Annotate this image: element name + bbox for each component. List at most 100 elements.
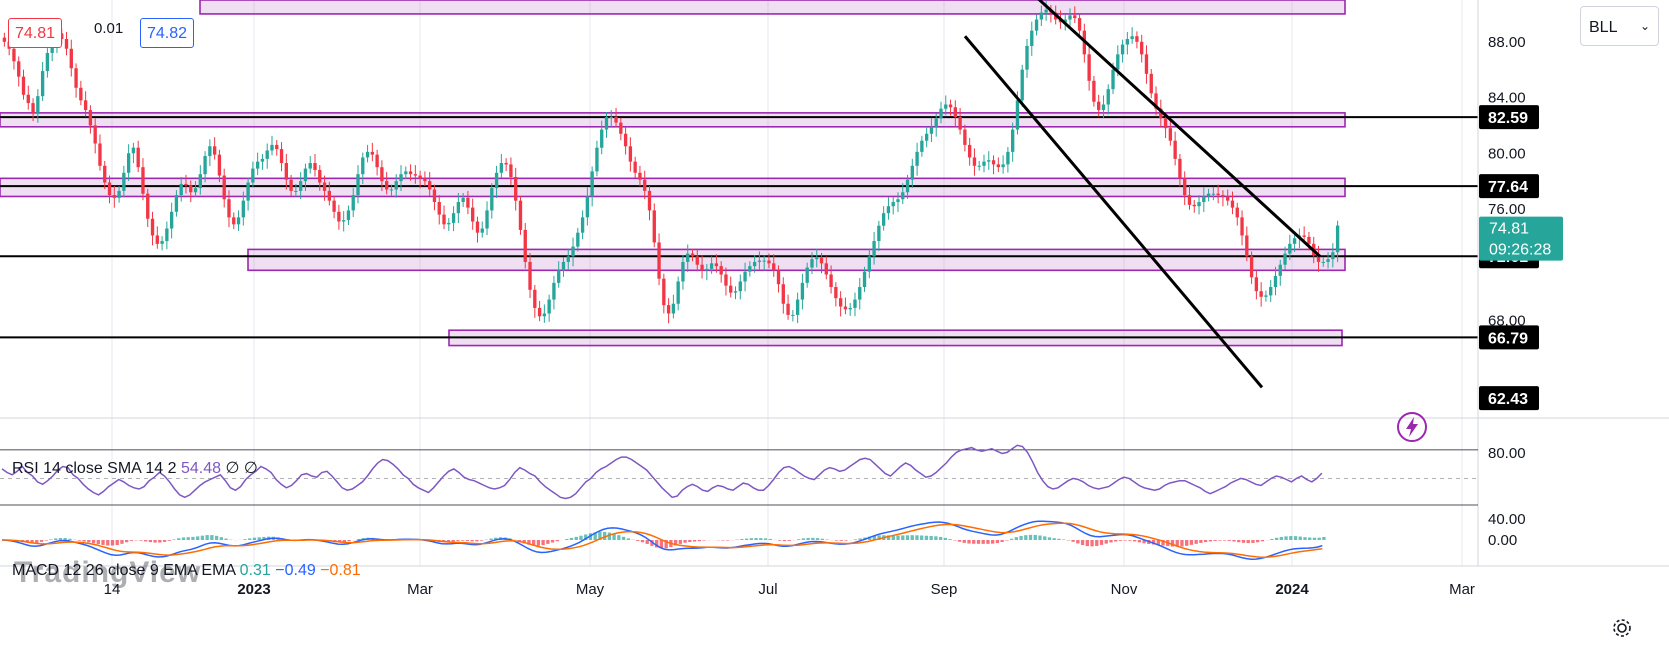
candle-body <box>394 181 398 190</box>
symbol-selector[interactable]: BLL ⌄ <box>1580 6 1659 46</box>
candle-body <box>1321 261 1325 263</box>
candle-body <box>451 213 456 223</box>
macd-histogram-bar <box>569 537 574 540</box>
candle-body <box>619 122 623 134</box>
macd-histogram-bar <box>1303 537 1307 540</box>
candle-body <box>623 133 628 147</box>
candle-body <box>222 175 226 200</box>
macd-histogram-bar <box>768 538 772 540</box>
candle-body <box>1087 54 1091 81</box>
candle-body <box>757 260 762 262</box>
candle-body <box>1106 89 1110 105</box>
macd-histogram-bar <box>1293 536 1298 540</box>
candle-body <box>88 110 93 126</box>
macd-histogram-bar <box>1076 540 1080 544</box>
macd-histogram-bar <box>1000 540 1004 543</box>
macd-histogram-bar <box>489 538 493 540</box>
support-resistance-zone <box>247 248 1346 272</box>
candle-body <box>614 117 618 123</box>
lightning-icon[interactable] <box>1395 410 1429 444</box>
macd-legend-hist: 0.31 <box>239 562 271 579</box>
price-level-label: 77.64 <box>1488 179 1528 196</box>
macd-histogram-bar <box>248 538 252 540</box>
candle-body <box>953 107 957 118</box>
candle-body <box>461 197 465 203</box>
macd-histogram-bar <box>87 540 91 543</box>
macd-legend-title: MACD 12 26 close 9 EMA EMA <box>12 562 236 579</box>
candle-body <box>1269 287 1273 296</box>
current-price-label: 74.81 <box>1489 221 1529 238</box>
rsi-legend[interactable]: RSI 14 close SMA 14 2 54.48 ∅ ∅ <box>12 458 258 478</box>
candle-body <box>1144 54 1149 74</box>
sell-price-badge[interactable]: 74.81 <box>8 18 63 48</box>
candle-body <box>815 257 819 260</box>
macd-histogram-bar <box>465 540 470 541</box>
candle-body <box>432 189 437 203</box>
chevron-down-icon: ⌄ <box>1639 19 1650 33</box>
candle-body <box>896 199 900 203</box>
candle-body <box>136 147 140 168</box>
macd-histogram-bar <box>782 540 787 542</box>
buy-price-badge[interactable]: 74.82 <box>140 18 195 48</box>
macd-histogram-bar <box>494 537 498 540</box>
candle-body <box>944 104 948 109</box>
macd-histogram-bar <box>948 539 952 540</box>
time-axis-label: Mar <box>1449 581 1475 598</box>
macd-histogram-bar <box>673 540 678 546</box>
macd-histogram-bar <box>891 535 895 540</box>
macd-histogram-bar <box>125 540 129 543</box>
candle-body <box>1197 202 1201 207</box>
candle-body <box>1116 54 1120 70</box>
candle-body <box>533 289 537 308</box>
macd-histogram-bar <box>446 540 451 543</box>
macd-histogram-bar <box>839 540 843 541</box>
candle-body <box>1001 164 1005 168</box>
candle-body <box>165 228 169 242</box>
macd-histogram-bar <box>1185 540 1189 546</box>
macd-histogram-bar <box>617 535 621 540</box>
candle-body <box>666 305 671 314</box>
candle-body <box>590 171 594 197</box>
candle-body <box>1073 15 1077 19</box>
macd-histogram-bar <box>929 535 933 540</box>
candle-body <box>1254 277 1259 292</box>
candle-body <box>776 270 781 285</box>
macd-histogram-bar <box>844 540 848 541</box>
candle-body <box>638 172 642 180</box>
macd-histogram-bar <box>555 540 559 542</box>
macd-histogram-bar <box>749 538 753 540</box>
candle-body <box>1020 69 1024 101</box>
candle-body <box>146 193 150 219</box>
macd-histogram-bar <box>1161 540 1165 546</box>
candle-body <box>471 207 475 222</box>
macd-histogram-bar <box>612 533 616 540</box>
candle-body <box>265 150 269 159</box>
macd-histogram-bar <box>347 540 351 542</box>
macd-histogram-bar <box>158 540 162 543</box>
candle-body <box>848 307 852 310</box>
candle-body <box>948 104 953 108</box>
channel-upper-line <box>1037 0 1322 258</box>
candle-body <box>122 172 126 191</box>
macd-histogram-bar <box>806 537 810 540</box>
candle-body <box>380 167 384 182</box>
candle-body <box>523 229 527 262</box>
candle-body <box>480 228 484 233</box>
macd-histogram-bar <box>1317 537 1321 540</box>
candle-body <box>428 181 432 190</box>
macd-histogram-bar <box>910 535 914 540</box>
candle-body <box>275 144 279 150</box>
macd-histogram-bar <box>915 535 919 540</box>
macd-histogram-bar <box>58 537 63 540</box>
candle-body <box>843 306 848 310</box>
macd-legend[interactable]: MACD 12 26 close 9 EMA EMA 0.31 −0.49 −0… <box>12 562 361 580</box>
macd-histogram-bar <box>697 540 701 542</box>
candle-body <box>361 157 365 175</box>
candle-body <box>901 192 905 200</box>
candle-body <box>552 282 556 300</box>
gear-icon[interactable] <box>1611 617 1633 639</box>
macd-histogram-bar <box>91 540 96 544</box>
candle-body <box>117 190 121 198</box>
macd-histogram-bar <box>877 535 881 540</box>
